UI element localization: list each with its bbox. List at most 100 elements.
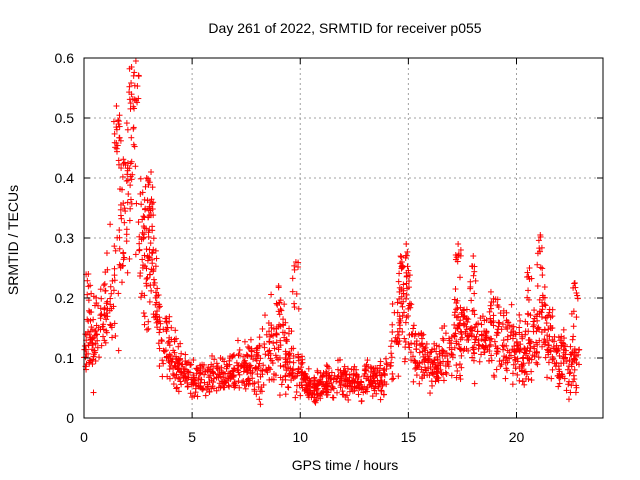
data-point xyxy=(166,375,173,382)
data-point xyxy=(299,384,306,391)
data-point xyxy=(225,375,232,382)
data-point xyxy=(544,347,551,354)
data-point xyxy=(127,196,134,203)
data-point xyxy=(378,387,385,394)
data-point xyxy=(454,305,461,312)
data-point xyxy=(90,316,97,323)
data-point xyxy=(451,344,458,351)
data-point xyxy=(135,73,142,80)
data-point xyxy=(167,362,174,369)
data-point xyxy=(289,275,296,282)
data-point xyxy=(391,309,398,316)
data-point xyxy=(440,337,447,344)
data-point xyxy=(259,325,266,332)
data-point xyxy=(114,148,121,155)
data-point xyxy=(378,378,385,385)
data-point xyxy=(114,117,121,124)
data-point xyxy=(486,348,493,355)
data-point xyxy=(282,356,289,363)
data-point xyxy=(389,376,396,383)
data-point xyxy=(323,378,330,385)
data-point xyxy=(88,324,95,331)
data-point xyxy=(97,326,104,333)
data-point xyxy=(154,308,161,315)
data-point xyxy=(323,362,330,369)
data-point xyxy=(355,391,362,398)
data-point xyxy=(115,121,122,127)
data-point xyxy=(102,287,109,294)
data-point xyxy=(358,378,365,385)
data-point xyxy=(89,361,96,368)
x-tick-label: 5 xyxy=(188,429,196,445)
data-point xyxy=(369,393,376,400)
data-point xyxy=(551,360,558,367)
data-point xyxy=(264,369,271,376)
data-point xyxy=(123,120,130,127)
data-point xyxy=(128,91,135,98)
data-point xyxy=(145,175,152,182)
data-point xyxy=(290,345,297,352)
data-point xyxy=(346,374,353,381)
data-point xyxy=(572,389,579,396)
data-point xyxy=(423,367,430,374)
data-point xyxy=(499,321,506,328)
data-point xyxy=(146,246,153,253)
x-tick-label: 15 xyxy=(401,429,417,445)
data-point xyxy=(527,339,534,346)
x-axis-ticks: 0 5 10 15 20 xyxy=(80,58,524,445)
data-point xyxy=(364,357,371,364)
data-point xyxy=(112,332,119,339)
data-point xyxy=(90,389,97,396)
data-point xyxy=(568,361,575,368)
data-point xyxy=(448,372,455,379)
data-point xyxy=(434,356,441,363)
data-point xyxy=(109,334,116,341)
data-point xyxy=(117,185,124,192)
data-point xyxy=(422,344,429,351)
data-point xyxy=(286,350,293,357)
data-point xyxy=(403,241,410,247)
data-point xyxy=(487,335,494,342)
data-point xyxy=(328,379,335,386)
data-point xyxy=(454,297,461,304)
data-point xyxy=(228,373,235,380)
data-point xyxy=(464,318,471,325)
data-point xyxy=(290,375,297,382)
data-point xyxy=(486,308,493,315)
data-point xyxy=(140,262,147,269)
data-point xyxy=(446,340,453,347)
data-point xyxy=(258,384,265,391)
data-point xyxy=(100,333,107,340)
data-point xyxy=(482,344,489,351)
data-point xyxy=(242,385,249,392)
data-point xyxy=(472,277,479,284)
data-point xyxy=(398,265,405,272)
data-point xyxy=(247,362,254,369)
data-point xyxy=(125,191,132,198)
data-point xyxy=(539,306,546,313)
data-point xyxy=(134,83,141,90)
data-point xyxy=(509,335,516,342)
data-point xyxy=(317,395,324,402)
data-point xyxy=(509,381,516,388)
data-point xyxy=(490,312,497,319)
data-point xyxy=(166,366,173,373)
data-point xyxy=(111,130,118,137)
data-point xyxy=(122,208,129,215)
data-point xyxy=(149,249,156,256)
data-point xyxy=(146,205,153,212)
data-point xyxy=(194,393,201,400)
data-point xyxy=(531,345,538,352)
data-point xyxy=(525,354,532,361)
y-tick-label: 0 xyxy=(66,410,74,426)
data-point xyxy=(553,349,560,356)
data-point xyxy=(117,206,124,213)
data-point xyxy=(84,291,91,298)
data-point xyxy=(394,335,401,342)
data-point xyxy=(226,383,233,390)
y-tick-label: 0.3 xyxy=(55,230,75,246)
x-tick-label: 20 xyxy=(509,429,525,445)
data-point xyxy=(118,279,125,286)
data-point xyxy=(566,370,573,377)
data-point xyxy=(464,332,471,339)
